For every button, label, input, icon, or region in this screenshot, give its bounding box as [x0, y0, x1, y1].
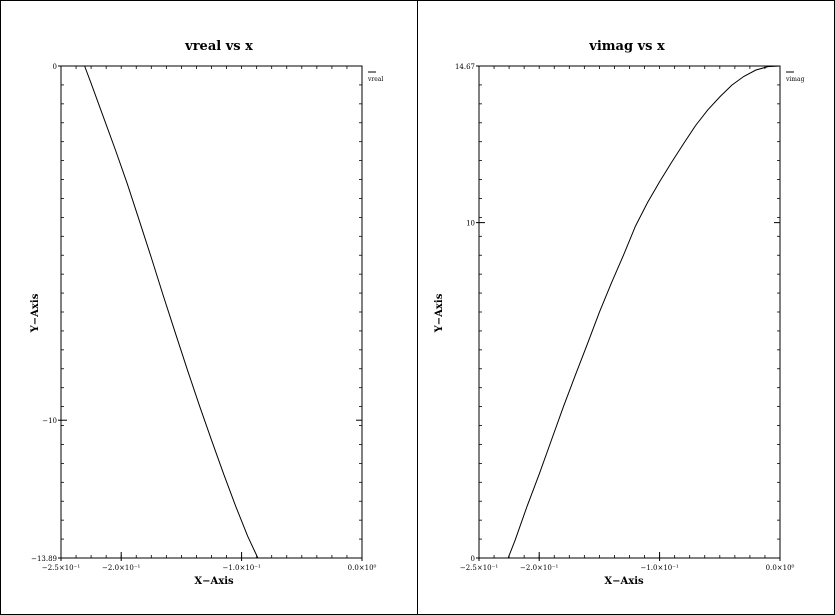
- y-tick-label: 0: [53, 63, 57, 71]
- x-tick-label: −1.0×10⁻¹: [222, 564, 260, 572]
- chart-title: vimag vs x: [588, 39, 665, 54]
- y-tick-label: −10: [42, 417, 57, 425]
- x-tick-label: −2.0×10⁻¹: [102, 564, 140, 572]
- chart-panel-vimag: vimag vs x X−Axis Y−Axis vimag −2.5×10⁻¹…: [434, 39, 805, 587]
- legend-label: vimag: [785, 76, 805, 83]
- x-tick-label: −1.0×10⁻¹: [640, 564, 678, 572]
- legend-label: vreal: [367, 76, 383, 83]
- y-tick-label: −13.89: [31, 555, 57, 563]
- x-axis-label: X−Axis: [194, 576, 234, 587]
- y-axis-label: Y−Axis: [30, 293, 41, 333]
- x-tick-label: −2.5×10⁻¹: [460, 564, 498, 572]
- y-axis-label: Y−Axis: [434, 293, 445, 333]
- series-line-vreal: [84, 65, 259, 559]
- x-tick-label: 0.0×10⁰: [766, 564, 795, 572]
- x-tick-label: 0.0×10⁰: [348, 564, 377, 572]
- x-tick-label: −2.0×10⁻¹: [520, 564, 558, 572]
- series-line-vimag: [507, 65, 781, 559]
- chart-title: vreal vs x: [184, 39, 253, 54]
- y-tick-label: 0: [471, 555, 475, 563]
- chart-panel-vreal: vreal vs x X−Axis Y−Axis vreal −2.5×10⁻¹…: [30, 39, 383, 587]
- x-tick-label: −2.5×10⁻¹: [42, 564, 80, 572]
- y-tick-label: 14.67: [455, 63, 475, 71]
- y-tick-label: 10: [466, 220, 475, 228]
- x-axis-label: X−Axis: [604, 576, 644, 587]
